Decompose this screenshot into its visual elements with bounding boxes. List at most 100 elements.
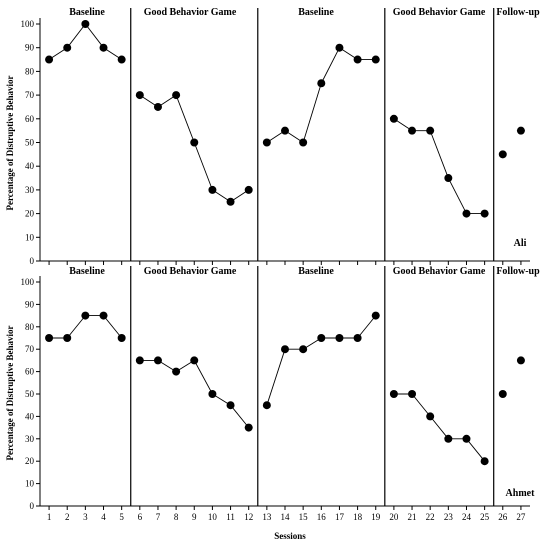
data-point	[190, 138, 199, 147]
participant-label: Ahmet	[506, 488, 536, 499]
data-point	[208, 390, 217, 398]
series-line-segment	[357, 315, 377, 339]
data-point	[426, 126, 435, 135]
x-tick-label: 26	[498, 512, 508, 522]
x-tick-label: 14	[281, 512, 291, 522]
series-line-segment	[193, 360, 213, 395]
data-point	[153, 356, 162, 365]
y-tick-label: 70	[25, 344, 35, 354]
x-tick-label: 8	[174, 512, 179, 522]
series-line-segment	[230, 404, 250, 428]
participant-label: Ali	[514, 238, 527, 249]
data-point	[480, 457, 489, 466]
y-tick-label: 40	[25, 411, 35, 421]
x-axis-title: Sessions	[274, 531, 306, 541]
data-point	[226, 197, 235, 206]
data-point	[389, 114, 398, 123]
x-tick-label: 3	[83, 512, 88, 522]
data-point	[462, 434, 471, 443]
y-tick-label: 30	[25, 185, 35, 195]
y-tick-label: 50	[25, 138, 35, 148]
x-tick-label: 27	[516, 512, 526, 522]
x-tick-label: 12	[244, 512, 253, 522]
phase-label: Good Behavior Game	[393, 266, 486, 277]
series-line-segment	[411, 393, 431, 417]
x-tick-label: 19	[371, 512, 381, 522]
y-tick-label: 10	[25, 479, 35, 489]
phase-label: Baseline	[298, 266, 334, 277]
y-tick-label: 0	[30, 501, 35, 511]
data-point	[208, 185, 217, 194]
data-point	[172, 367, 181, 376]
phase-label: Follow-up	[496, 7, 540, 18]
y-tick-label: 60	[25, 367, 35, 377]
data-point	[45, 334, 54, 342]
data-point	[299, 345, 308, 354]
data-point	[317, 79, 326, 88]
y-tick-label: 20	[25, 209, 35, 219]
series-line-segment	[66, 23, 86, 48]
phase-label: Good Behavior Game	[144, 266, 237, 277]
y-tick-label: 90	[25, 43, 35, 53]
series-line-segment	[66, 315, 86, 339]
x-tick-label: 6	[138, 512, 143, 522]
series-line-segment	[103, 315, 123, 339]
x-tick-label: 7	[156, 512, 161, 522]
data-point	[153, 102, 162, 111]
y-axis-title-top: Percentage of Distruptive Behavior	[5, 75, 15, 210]
data-point	[353, 334, 362, 342]
x-tick-label: 11	[226, 512, 235, 522]
series-line-segment	[320, 47, 340, 84]
series-line-segment	[193, 142, 213, 191]
x-tick-label: 20	[389, 512, 399, 522]
data-point	[516, 126, 525, 135]
phase-label: Baseline	[69, 7, 105, 18]
x-tick-label: 22	[426, 512, 435, 522]
y-tick-label: 30	[25, 434, 35, 444]
x-tick-label: 21	[408, 512, 417, 522]
data-point	[408, 126, 417, 135]
data-point	[371, 55, 380, 64]
data-point	[426, 412, 435, 421]
data-point	[371, 311, 380, 320]
data-point	[262, 138, 271, 147]
data-point	[480, 209, 489, 218]
data-point	[172, 91, 181, 100]
y-axis-title-bottom: Percentage of Distruptive Behavior	[5, 325, 15, 460]
x-tick-label: 13	[262, 512, 272, 522]
data-point	[190, 356, 199, 365]
data-point	[281, 126, 289, 135]
phase-label: Baseline	[69, 266, 105, 277]
y-tick-label: 20	[25, 456, 35, 466]
series-line-segment	[175, 94, 195, 143]
phase-label: Good Behavior Game	[144, 7, 237, 18]
x-tick-label: 16	[317, 512, 327, 522]
data-point	[444, 174, 453, 183]
x-tick-label: 1	[47, 512, 52, 522]
x-tick-label: 9	[192, 512, 197, 522]
data-point	[408, 390, 417, 398]
y-tick-label: 80	[25, 66, 35, 76]
data-point	[335, 43, 344, 52]
y-tick-label: 100	[21, 277, 35, 287]
x-tick-label: 18	[353, 512, 363, 522]
series-line-segment	[429, 416, 449, 440]
series-line-segment	[447, 177, 467, 214]
x-tick-label: 23	[444, 512, 454, 522]
data-point	[135, 91, 144, 100]
series-line-segment	[429, 130, 449, 179]
x-tick-label: 10	[208, 512, 218, 522]
y-tick-label: 70	[25, 90, 35, 100]
y-tick-label: 0	[30, 256, 35, 266]
phase-label: Good Behavior Game	[393, 7, 486, 18]
data-point	[498, 150, 507, 159]
data-point	[244, 423, 253, 432]
x-tick-label: 15	[299, 512, 309, 522]
x-tick-label: 5	[119, 512, 124, 522]
y-tick-label: 90	[25, 299, 35, 309]
data-point	[335, 334, 344, 342]
phase-label: Baseline	[298, 7, 334, 18]
data-point	[262, 401, 271, 410]
